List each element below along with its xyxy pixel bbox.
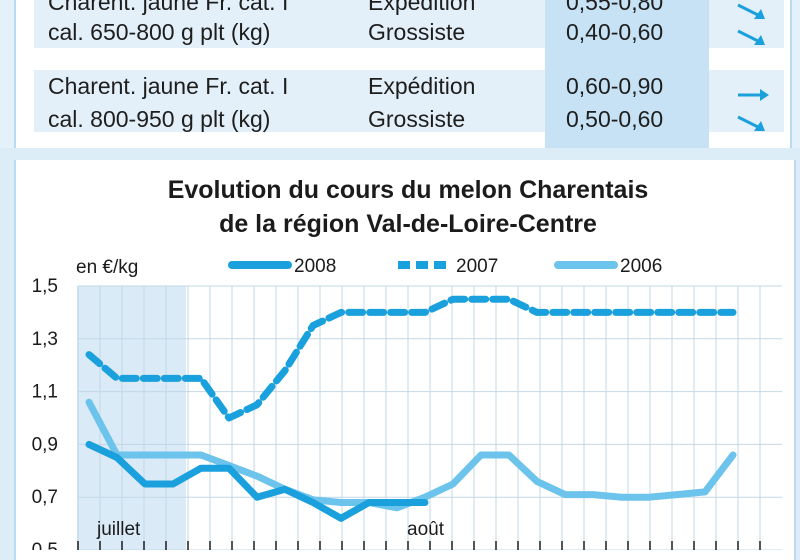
series-line-2007 [85, 295, 737, 422]
series-line-2008 [85, 440, 429, 522]
product-label: cal. 800-950 g plt (kg) [48, 106, 271, 132]
x-label-august: août [407, 519, 445, 540]
chart-legend: 2008 2007 2006 [228, 256, 662, 277]
y-tick-label: 0,9 [32, 434, 58, 455]
trend-stable-icon [738, 89, 769, 101]
market-stage: Grossiste [368, 106, 466, 132]
y-tick-label: 0,7 [32, 487, 58, 508]
legend-label-2006: 2006 [620, 256, 662, 277]
product-label: Charent. jaune Fr. cat. I [48, 73, 289, 99]
chart-subtitle: de la région Val-de-Loire-Centre [219, 210, 597, 238]
y-axis-ticks: 1,5 1,3 1,1 0,9 0,7 0,5 [32, 276, 58, 550]
trend-down-icon [737, 29, 765, 45]
price-range: 0,60-0,90 [566, 73, 664, 99]
y-tick-label: 1,5 [32, 276, 58, 297]
price-table: Charent. jaune Fr. cat. I cal. 650-800 g… [0, 0, 800, 148]
x-label-july: juillet [96, 519, 141, 540]
y-tick-label: 0,5 [32, 540, 58, 550]
product-label: cal. 650-800 g plt (kg) [48, 19, 271, 45]
market-stage: Expédition [368, 73, 476, 99]
chart-series [85, 295, 737, 522]
y-axis-unit-label: en €/kg [76, 257, 138, 278]
price-range: 0,55-0,80 [566, 0, 664, 15]
price-column-background [545, 0, 709, 148]
market-stage: Expédition [368, 0, 476, 15]
market-stage: Grossiste [368, 19, 466, 45]
price-range: 0,40-0,60 [566, 19, 664, 45]
legend-label-2007: 2007 [456, 256, 498, 277]
price-range: 0,50-0,60 [566, 106, 664, 132]
product-label: Charent. jaune Fr. cat. I [48, 0, 289, 15]
trend-down-icon [737, 115, 765, 131]
trend-down-icon [737, 3, 765, 19]
y-tick-label: 1,3 [32, 329, 58, 350]
chart-title: Evolution du cours du melon Charentais [168, 176, 649, 204]
y-tick-label: 1,1 [32, 382, 58, 403]
legend-label-2008: 2008 [294, 256, 336, 277]
